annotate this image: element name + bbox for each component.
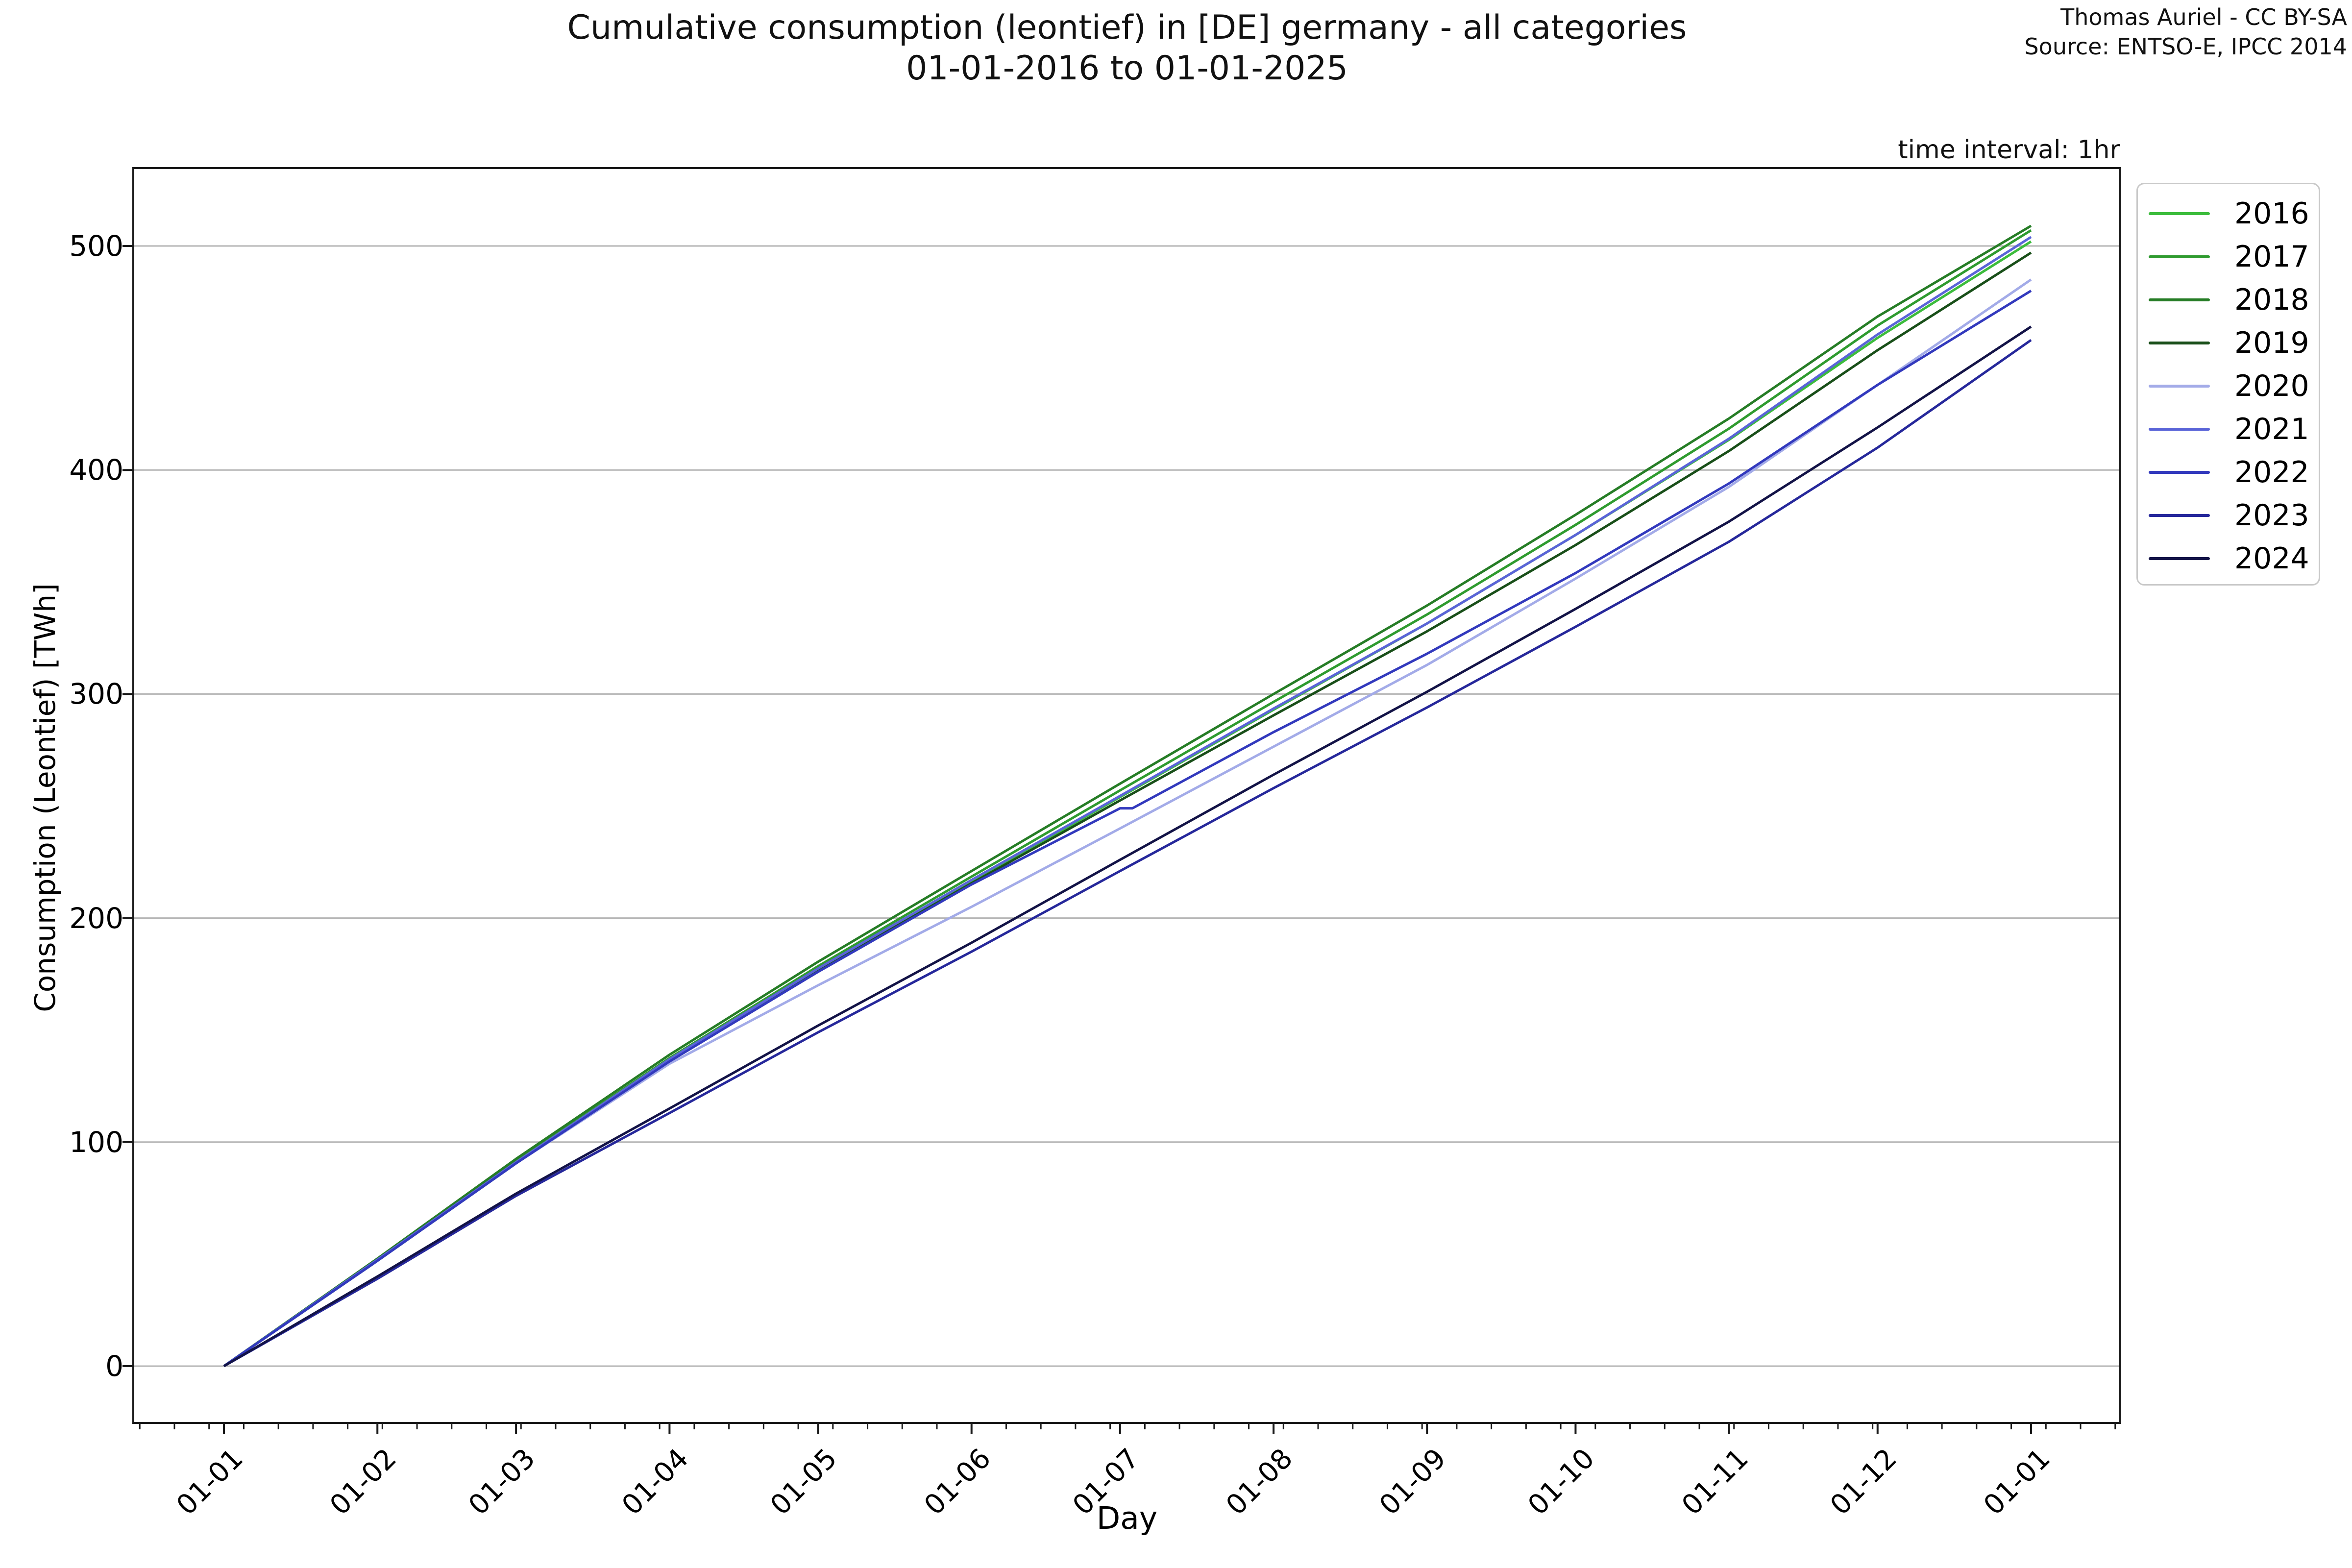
legend-line-icon-2024 xyxy=(2149,557,2210,560)
legend-label-2021: 2021 xyxy=(2234,412,2309,446)
x-axis-label: Day xyxy=(1096,1500,1158,1536)
legend-label-2019: 2019 xyxy=(2234,326,2309,360)
series-line-2022 xyxy=(223,290,2032,1368)
legend-line-icon-2021 xyxy=(2149,428,2210,431)
legend-item-2016: 2016 xyxy=(2138,192,2319,235)
series-line-2016 xyxy=(223,240,2032,1368)
legend-line-icon-2022 xyxy=(2149,471,2210,474)
chart-title: Cumulative consumption (leontief) in [DE… xyxy=(567,8,1687,47)
legend-label-2016: 2016 xyxy=(2234,196,2309,231)
chart-title-block: Cumulative consumption (leontief) in [DE… xyxy=(0,8,2254,89)
legend-line-icon-2018 xyxy=(2149,298,2210,301)
plot-frame xyxy=(132,167,2121,1424)
legend-label-2022: 2022 xyxy=(2234,455,2309,490)
legend-item-2021: 2021 xyxy=(2138,408,2319,451)
time-interval-note: time interval: 1hr xyxy=(1898,135,2120,165)
series-line-2023 xyxy=(223,339,2032,1368)
chart-subtitle: 01-01-2016 to 01-01-2025 xyxy=(906,49,1348,88)
series-line-2017 xyxy=(223,229,2032,1368)
legend-line-icon-2016 xyxy=(2149,212,2210,215)
legend-line-icon-2020 xyxy=(2149,385,2210,388)
legend-line-icon-2019 xyxy=(2149,342,2210,344)
y-axis-label: Consumption (Leontief) [TWh] xyxy=(28,583,62,1012)
legend-line-icon-2017 xyxy=(2149,255,2210,258)
y-tick-label-0: 0 xyxy=(105,1349,123,1383)
legend-line-icon-2023 xyxy=(2149,514,2210,517)
legend-item-2019: 2019 xyxy=(2138,321,2319,365)
legend-item-2023: 2023 xyxy=(2138,494,2319,537)
series-line-2018 xyxy=(223,224,2032,1368)
attribution-source: Source: ENTSO-E, IPCC 2014 xyxy=(2024,33,2347,60)
legend-item-2024: 2024 xyxy=(2138,537,2319,580)
y-tick-label-400: 400 xyxy=(69,453,123,487)
legend-item-2017: 2017 xyxy=(2138,235,2319,278)
legend-label-2024: 2024 xyxy=(2234,541,2309,576)
y-tick-label-100: 100 xyxy=(69,1125,123,1159)
legend-label-2020: 2020 xyxy=(2234,369,2309,403)
y-tick-label-500: 500 xyxy=(69,229,123,263)
legend-item-2022: 2022 xyxy=(2138,451,2319,494)
y-tick-label-200: 200 xyxy=(69,901,123,935)
attribution: Thomas Auriel - CC BY-SA Source: ENTSO-E… xyxy=(2024,3,2347,62)
series-line-2020 xyxy=(223,278,2032,1368)
legend-item-2020: 2020 xyxy=(2138,365,2319,408)
y-tick-label-300: 300 xyxy=(69,677,123,711)
legend-box: 2016 2017 2018 2019 2020 2021 2022 2023 2024 xyxy=(2136,183,2320,586)
legend-label-2023: 2023 xyxy=(2234,498,2309,533)
legend-label-2018: 2018 xyxy=(2234,283,2309,317)
legend-label-2017: 2017 xyxy=(2234,240,2309,274)
series-line-2024 xyxy=(223,325,2032,1368)
attribution-author: Thomas Auriel - CC BY-SA xyxy=(2060,4,2347,30)
legend-item-2018: 2018 xyxy=(2138,278,2319,321)
